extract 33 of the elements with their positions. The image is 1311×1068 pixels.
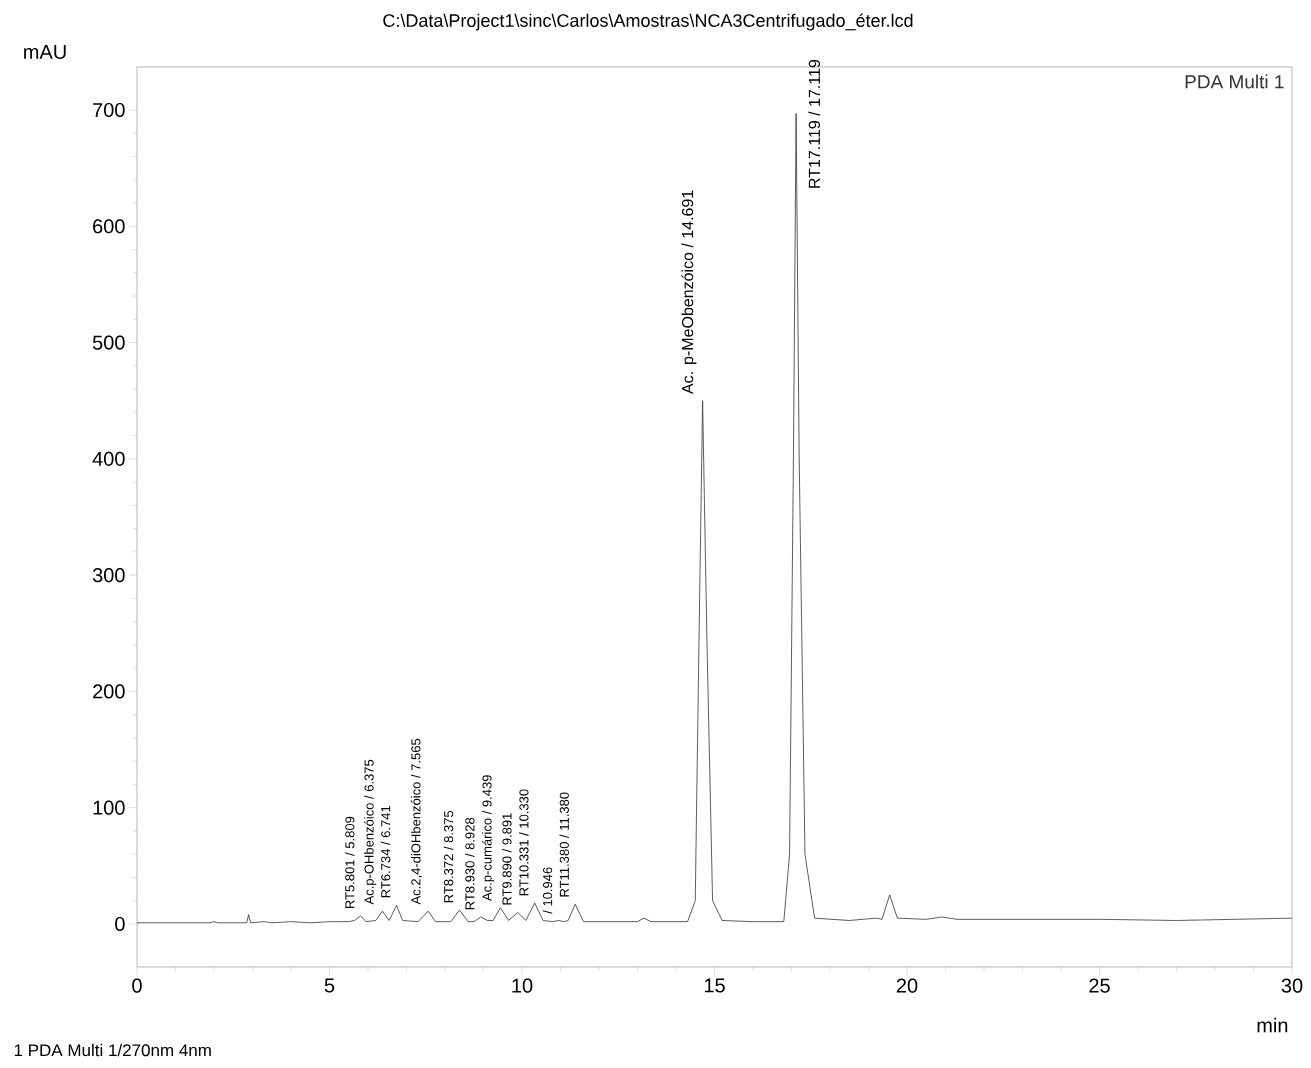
- x-tick-label: 30: [1281, 978, 1303, 993]
- x-tick-label: 15: [704, 978, 725, 993]
- annotation: / 10.946: [542, 867, 553, 914]
- x-tick-label: 20: [896, 978, 918, 993]
- y-tick-label: 100: [93, 800, 125, 815]
- y-tick-label: 0: [115, 916, 125, 932]
- x-axis-title: min: [1257, 1017, 1288, 1033]
- y-tick-label: 500: [92, 335, 125, 350]
- annotation: Ac.2,4-diOHbenzóico / 7.565: [410, 738, 423, 905]
- x-tick-label: 10: [512, 978, 533, 993]
- annotation: RT8.930 / 8.928: [464, 817, 475, 910]
- annotation: RT11.380 / 11.380: [559, 792, 569, 897]
- y-tick-label: 300: [92, 568, 125, 583]
- y-tick-label: 200: [93, 684, 125, 699]
- y-tick-label: 700: [93, 102, 125, 118]
- annotation: Ac. p-MeObenzóico / 14.691: [681, 190, 697, 394]
- y-tick-label: 600: [93, 219, 125, 234]
- annotation: RT9.890 / 9.891: [502, 813, 512, 905]
- annotation: Ac.p-cumárico / 9.439: [481, 775, 495, 901]
- x-tick-label: 5: [324, 978, 335, 993]
- chart-title: C:\Data\Project1\sinc\Carlos\Amostras\NCA3Centrifugado_éter.lcd: [383, 13, 913, 31]
- text: 1 PDA Multi 1/270nm 4nm: [14, 1043, 211, 1057]
- annotation: RT8.372 / 8.375: [443, 810, 454, 903]
- annotation: RT17.119 / 17.119: [808, 59, 821, 188]
- annotation: RT6.734 / 6.741: [380, 805, 391, 898]
- x-tick-label: 25: [1089, 978, 1110, 993]
- annotation: RT5.801 / 5.809: [344, 816, 355, 909]
- y-tick-label: 400: [92, 451, 125, 466]
- y-axis-title: mAU: [24, 45, 66, 59]
- annotation: Ac.p-OHbenzóico / 6.375: [363, 759, 377, 905]
- text: PDA Multi 1: [1185, 74, 1284, 89]
- annotation: RT10.331 / 10.330: [518, 789, 529, 896]
- x-tick-label: 0: [132, 978, 142, 993]
